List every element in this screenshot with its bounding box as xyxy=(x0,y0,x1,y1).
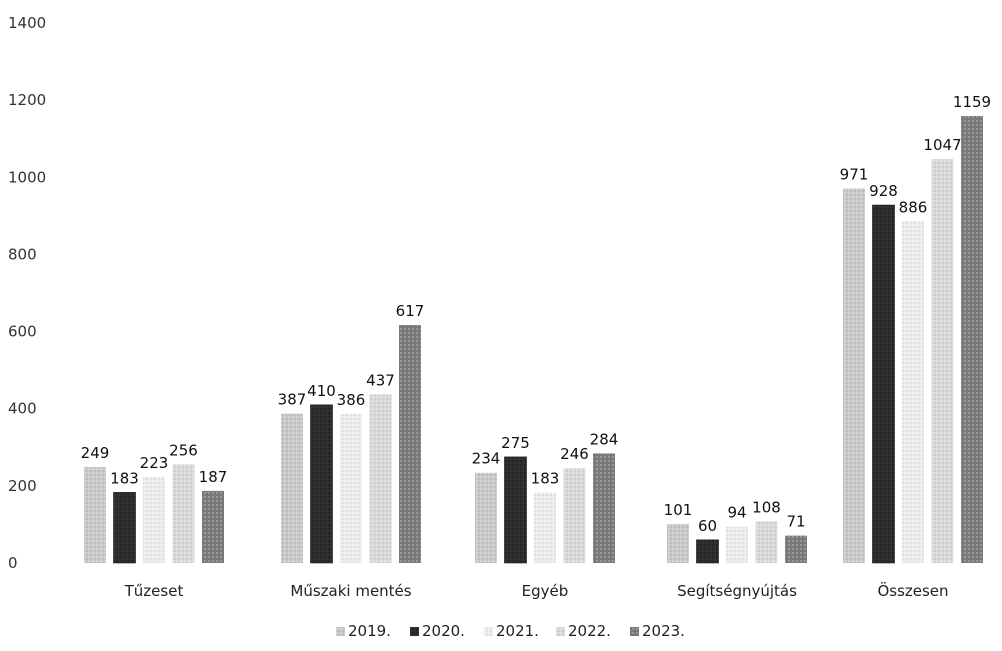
x-category-label: Segítségnyújtás xyxy=(677,582,797,600)
data-label: 284 xyxy=(590,430,619,448)
data-label: 249 xyxy=(81,444,110,462)
y-tick-label: 0 xyxy=(8,554,18,572)
bar-segitsegnyujtas-2021 xyxy=(726,526,748,563)
bar-egyeb-2022 xyxy=(563,468,586,563)
bar-tuzeset-2019 xyxy=(84,466,106,563)
x-category-label: Összesen xyxy=(877,581,948,600)
y-tick-label: 800 xyxy=(8,245,37,263)
bar-muszaki-mentes-2021 xyxy=(340,414,362,563)
legend-label: 2020. xyxy=(422,622,465,640)
legend-label: 2019. xyxy=(348,622,391,640)
y-tick-label: 200 xyxy=(8,477,37,495)
legend-swatch xyxy=(410,627,419,636)
data-label: 1047 xyxy=(923,136,961,154)
y-axis: 0 200 400 600 800 1000 1200 1400 xyxy=(8,14,46,572)
legend-label: 2022. xyxy=(568,622,611,640)
bar-tuzeset-2021 xyxy=(143,476,165,563)
bar-osszesen-2023 xyxy=(961,115,983,563)
bar-segitsegnyujtas-2022 xyxy=(755,521,778,563)
bar-muszaki-mentes-2019 xyxy=(281,413,303,563)
bar-osszesen-2022 xyxy=(931,159,954,563)
bars xyxy=(84,115,983,564)
data-label: 386 xyxy=(337,391,366,409)
data-label: 101 xyxy=(664,501,693,519)
y-tick-label: 1400 xyxy=(8,14,46,32)
data-label: 246 xyxy=(560,445,589,463)
legend-item-2019: 2019. xyxy=(336,622,391,640)
data-label: 971 xyxy=(840,165,869,183)
legend-swatch xyxy=(336,627,345,636)
bar-segitsegnyujtas-2019 xyxy=(667,524,689,563)
data-label: 60 xyxy=(698,517,717,535)
bar-segitsegnyujtas-2023 xyxy=(785,535,807,563)
bar-group-segitsegnyujtas xyxy=(667,521,807,564)
data-label: 275 xyxy=(501,434,530,452)
bar-osszesen-2020 xyxy=(872,204,895,564)
bar-muszaki-mentes-2020 xyxy=(310,404,333,564)
data-label: 108 xyxy=(752,498,781,516)
y-tick-label: 600 xyxy=(8,323,37,341)
data-label: 387 xyxy=(278,391,307,409)
legend-swatch xyxy=(630,627,639,636)
bar-muszaki-mentes-2022 xyxy=(369,394,392,563)
bar-tuzeset-2020 xyxy=(113,492,136,564)
legend-swatch xyxy=(484,627,493,636)
bar-muszaki-mentes-2023 xyxy=(399,325,421,563)
legend-item-2021: 2021. xyxy=(484,622,539,640)
x-category-label: Tűzeset xyxy=(124,582,184,600)
data-label: 183 xyxy=(531,469,560,487)
data-label: 223 xyxy=(140,454,169,472)
bar-group-tuzeset xyxy=(84,464,224,564)
bar-group-egyeb xyxy=(475,453,615,564)
data-label: 187 xyxy=(199,468,228,486)
data-label: 928 xyxy=(869,182,898,200)
bar-osszesen-2019 xyxy=(843,188,865,563)
bar-tuzeset-2023 xyxy=(202,490,224,563)
bar-segitsegnyujtas-2020 xyxy=(696,539,719,564)
y-tick-label: 1000 xyxy=(8,168,46,186)
legend-label: 2023. xyxy=(642,622,685,640)
bar-group-osszesen xyxy=(843,115,983,564)
bar-egyeb-2023 xyxy=(593,453,615,563)
data-label: 886 xyxy=(899,198,928,216)
legend-item-2022: 2022. xyxy=(556,622,611,640)
bar-egyeb-2021 xyxy=(534,492,556,563)
data-label: 617 xyxy=(396,302,425,320)
data-label: 94 xyxy=(727,504,746,522)
data-label: 437 xyxy=(366,371,395,389)
data-label: 256 xyxy=(169,441,198,459)
bar-group-muszaki-mentes xyxy=(281,325,421,564)
legend-label: 2021. xyxy=(496,622,539,640)
y-tick-label: 1200 xyxy=(8,91,46,109)
data-label: 71 xyxy=(786,513,805,531)
bar-egyeb-2019 xyxy=(475,472,497,563)
x-axis: Tűzeset Műszaki mentés Egyéb Segítségnyújtá… xyxy=(124,581,949,600)
x-category-label: Egyéb xyxy=(522,582,569,600)
data-label: 1159 xyxy=(953,93,991,111)
legend-swatch xyxy=(556,627,565,636)
data-label: 234 xyxy=(472,450,501,468)
legend-item-2020: 2020. xyxy=(410,622,465,640)
x-category-label: Műszaki mentés xyxy=(290,582,411,600)
legend: 2019. 2020. 2021. 2022. 2023. xyxy=(336,622,685,640)
data-label: 410 xyxy=(307,382,336,400)
bar-osszesen-2021 xyxy=(902,221,924,563)
bar-egyeb-2020 xyxy=(504,456,527,564)
data-label: 183 xyxy=(110,469,139,487)
legend-item-2023: 2023. xyxy=(630,622,685,640)
y-tick-label: 400 xyxy=(8,400,37,418)
bar-tuzeset-2022 xyxy=(172,464,195,563)
